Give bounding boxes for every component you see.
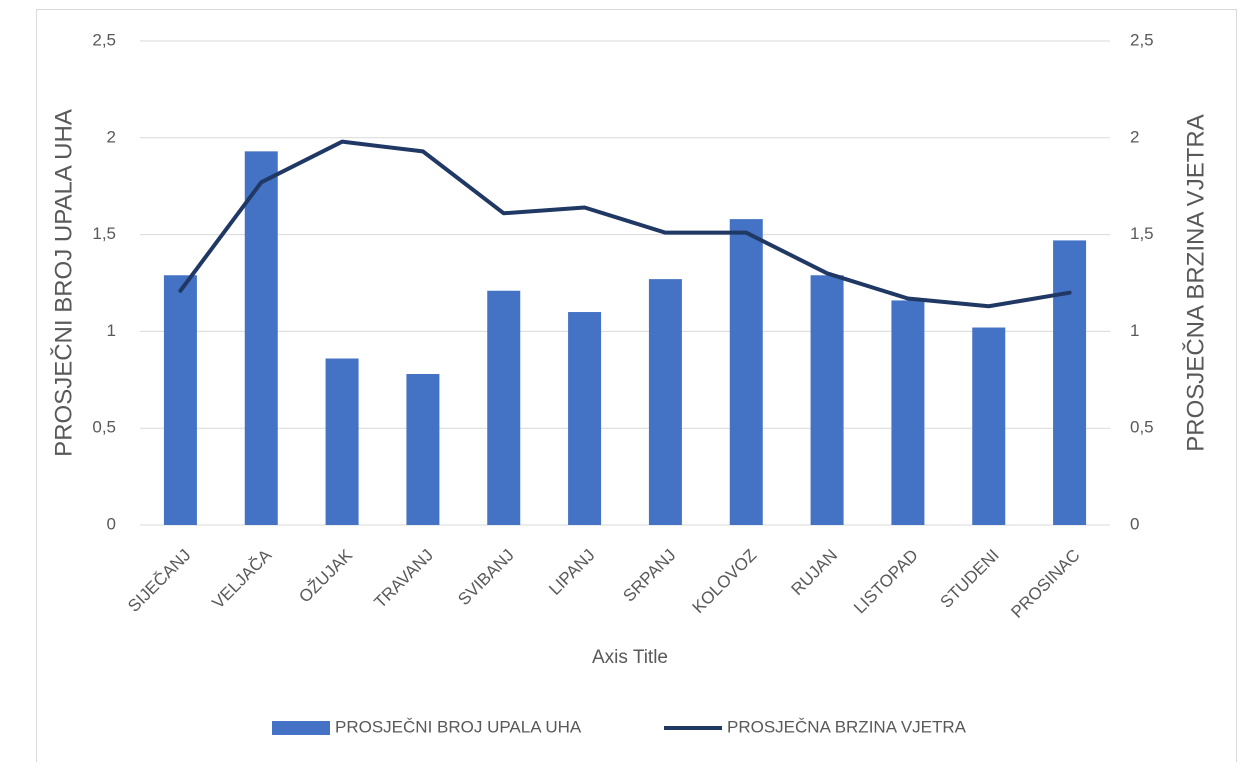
y2-tick-label: 1,5 — [1130, 224, 1154, 243]
bar — [406, 373, 440, 525]
y-axis-title: PROSJEČNI BROJ UPALA UHA — [49, 109, 77, 457]
x-axis-title: Axis Title — [592, 647, 668, 668]
y-tick-label: 1 — [107, 321, 116, 340]
bar — [244, 151, 278, 526]
y-tick-label: 2 — [107, 127, 116, 146]
y2-tick-label: 1 — [1130, 321, 1139, 340]
bar — [810, 275, 844, 525]
y2-tick-label: 2,5 — [1130, 30, 1154, 49]
chart-frame — [36, 9, 1237, 762]
bar — [891, 300, 925, 525]
bar — [487, 290, 521, 525]
y-tick-label: 0,5 — [92, 418, 116, 437]
y-tick-label: 2,5 — [92, 30, 116, 49]
y-tick-label: 1,5 — [92, 224, 116, 243]
legend-label: PROSJEČNI BROJ UPALA UHA — [335, 717, 582, 736]
bar — [325, 358, 359, 525]
legend-label: PROSJEČNA BRZINA VJETRA — [727, 717, 967, 736]
bar — [729, 219, 763, 525]
bar — [568, 312, 602, 525]
y2-tick-label: 2 — [1130, 127, 1139, 146]
y-tick-label: 0 — [107, 514, 116, 533]
bar — [972, 327, 1006, 525]
y2-tick-label: 0 — [1130, 514, 1139, 533]
bar — [648, 279, 682, 525]
bar — [1053, 240, 1087, 525]
bar — [163, 275, 197, 525]
y2-tick-label: 0,5 — [1130, 418, 1154, 437]
legend-swatch — [272, 721, 330, 735]
y2-axis-title: PROSJEČNA BRZINA VJETRA — [1181, 114, 1209, 451]
line — [178, 139, 1072, 309]
